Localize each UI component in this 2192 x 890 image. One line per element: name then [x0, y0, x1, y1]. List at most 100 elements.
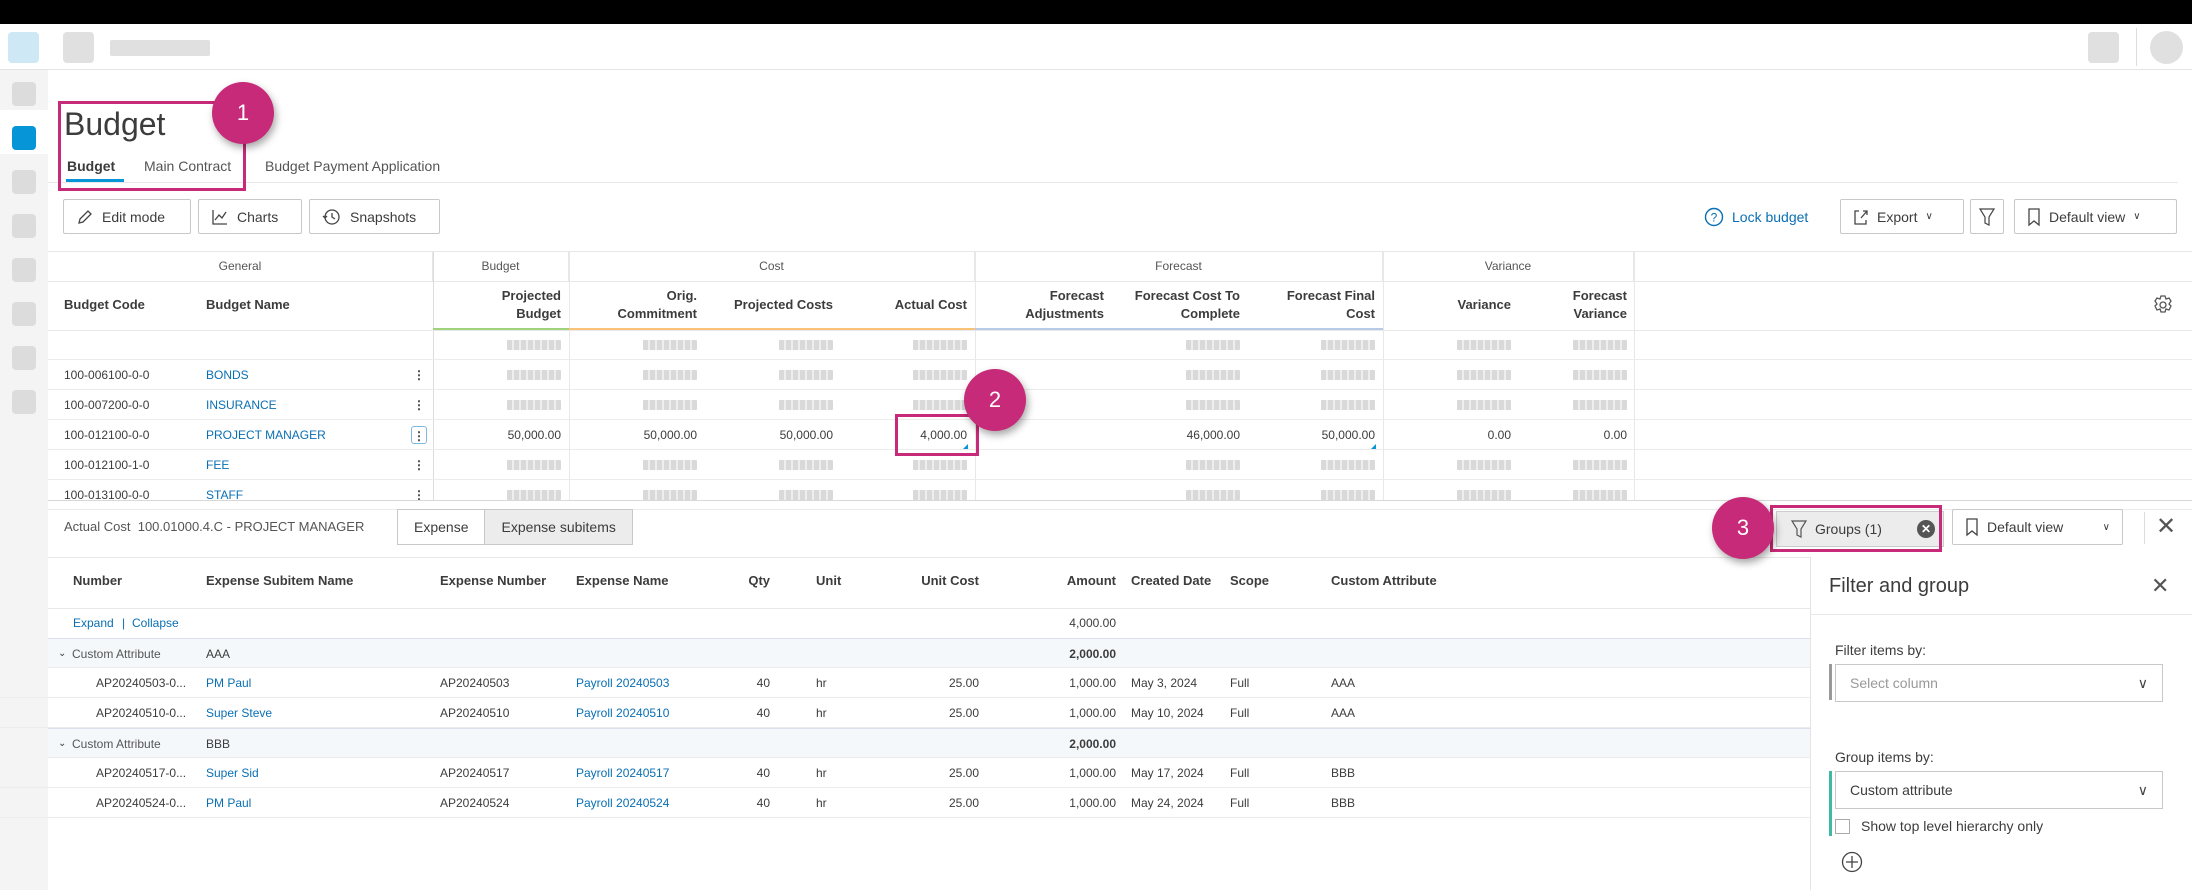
column-header-budget-name[interactable]: Budget Name	[206, 297, 290, 312]
lock-budget-link[interactable]: ? Lock budget	[1704, 207, 1808, 227]
top-level-hierarchy-checkbox[interactable]	[1835, 819, 1850, 834]
budget-name-link[interactable]: INSURANCE	[206, 398, 277, 412]
rail-budget-icon[interactable]	[12, 126, 36, 150]
detail-column-header[interactable]: Number	[73, 573, 123, 588]
budget-name-link[interactable]: PROJECT MANAGER	[206, 428, 326, 442]
cell[interactable]: Payroll 20240510	[576, 706, 670, 720]
project-icon[interactable]	[63, 32, 94, 63]
column-header[interactable]: Forecast Adjustments	[1025, 288, 1104, 321]
column-header[interactable]: Projected Budget	[501, 288, 561, 321]
default-view-button[interactable]: Default view ∨	[2014, 199, 2177, 234]
tab-budget[interactable]: Budget	[67, 158, 116, 174]
chevron-down-icon[interactable]: ⌄	[58, 738, 67, 749]
expense-subitems-table: Number Expense Subitem Name Expense Number…	[0, 573, 1810, 818]
group-row[interactable]: ⌄ Custom Attribute BBB 2,000.00	[48, 728, 1810, 758]
detail-label: Actual Cost	[64, 519, 131, 534]
row-actions-kebab-icon[interactable]: ⋮	[413, 458, 425, 472]
charts-button[interactable]: Charts	[198, 199, 302, 234]
rail-home-icon[interactable]	[12, 82, 36, 106]
cell[interactable]: Payroll 20240503	[576, 676, 670, 690]
cell[interactable]: Super Sid	[206, 766, 259, 780]
cell: AAA	[1331, 676, 1356, 690]
rail-icon[interactable]	[12, 170, 36, 194]
table-row[interactable]	[48, 330, 2192, 360]
row-actions-kebab-icon[interactable]: ⋮	[413, 398, 425, 412]
table-row[interactable]: AP20240524-0... PM Paul AP20240524 Payroll …	[0, 788, 1810, 818]
group-row[interactable]: ⌄ Custom Attribute AAA 2,000.00	[48, 638, 1810, 668]
budget-name-link[interactable]: STAFF	[206, 488, 244, 502]
detail-column-header[interactable]: Expense Name	[576, 573, 669, 588]
column-header[interactable]: Orig. Commitment	[617, 288, 697, 321]
redacted-value	[1186, 400, 1240, 410]
separator: |	[122, 616, 126, 630]
close-panel-icon[interactable]: ✕	[2151, 573, 2170, 598]
table-row[interactable]: AP20240510-0... Super Steve AP20240510 Payr…	[0, 698, 1810, 728]
rail-icon[interactable]	[12, 390, 36, 414]
group-column-select[interactable]: Custom attribute ∨	[1835, 771, 2163, 809]
detail-column-header[interactable]: Expense Number	[440, 573, 547, 588]
toggle-expense[interactable]: Expense	[398, 510, 486, 544]
chevron-down-icon: ∨	[1925, 211, 1933, 222]
rail-icon[interactable]	[12, 214, 36, 238]
snapshots-button[interactable]: Snapshots	[309, 199, 440, 234]
column-header[interactable]: Actual Cost	[894, 297, 967, 312]
detail-column-header[interactable]: Amount	[1066, 573, 1116, 588]
split-divider[interactable]	[48, 500, 2192, 501]
detail-column-header[interactable]: Unit	[816, 573, 842, 588]
column-header[interactable]: Forecast Final Cost	[1286, 288, 1375, 321]
detail-column-header[interactable]: Created Date	[1131, 573, 1212, 588]
detail-column-header[interactable]: Scope	[1230, 573, 1270, 588]
table-row[interactable]: AP20240503-0... PM Paul AP20240503 Payroll …	[0, 668, 1810, 698]
filter-column-select[interactable]: Select column ∨	[1835, 664, 2163, 702]
table-row[interactable]: 100-013100-0-0 STAFF ⋮	[48, 480, 2192, 510]
add-plus-icon[interactable]	[1841, 851, 1863, 873]
column-header-budget-code[interactable]: Budget Code	[64, 297, 145, 312]
tab-main-contract[interactable]: Main Contract	[144, 158, 232, 174]
help-icon[interactable]	[2088, 32, 2119, 63]
detail-column-header[interactable]: Custom Attribute	[1331, 573, 1437, 588]
cell[interactable]: Payroll 20240524	[576, 796, 670, 810]
column-header[interactable]: Forecast Cost To Complete	[1134, 288, 1240, 321]
table-row[interactable]: 100-012100-0-0 PROJECT MANAGER ⋮ 50,000.00 5…	[48, 420, 2192, 450]
cell[interactable]: Payroll 20240517	[576, 766, 670, 780]
app-logo-icon[interactable]	[8, 32, 39, 63]
rail-icon[interactable]	[12, 302, 36, 326]
column-header[interactable]: Variance	[1457, 297, 1512, 312]
export-button[interactable]: Export ∨	[1840, 199, 1964, 234]
tab-budget-payment-application[interactable]: Budget Payment Application	[265, 158, 441, 174]
redacted-value	[779, 400, 833, 410]
detail-column-header[interactable]: Unit Cost	[921, 573, 979, 588]
table-row[interactable]: 100-012100-1-0 FEE ⋮	[48, 450, 2192, 480]
expand-link[interactable]: Expand	[73, 616, 114, 630]
rail-icon[interactable]	[12, 258, 36, 282]
detail-column-header[interactable]: Expense Subitem Name	[206, 573, 354, 588]
cell-value[interactable]: 4,000.00	[920, 428, 967, 442]
collapse-link[interactable]: Collapse	[132, 616, 179, 630]
cell: 40	[756, 706, 770, 720]
groups-button[interactable]: Groups (1) ✕	[1776, 511, 1944, 547]
close-detail-icon[interactable]: ✕	[2156, 513, 2177, 540]
row-actions-kebab-icon[interactable]: ⋮	[413, 488, 425, 502]
cell[interactable]: PM Paul	[206, 676, 252, 690]
table-row[interactable]: 100-007200-0-0 INSURANCE ⋮	[48, 390, 2192, 420]
row-actions-kebab-icon[interactable]: ⋮	[411, 426, 427, 444]
column-header[interactable]: Projected Costs	[734, 297, 833, 312]
user-avatar[interactable]	[2150, 31, 2183, 64]
rail-icon[interactable]	[12, 346, 36, 370]
edit-mode-button[interactable]: Edit mode	[63, 199, 191, 234]
row-actions-kebab-icon[interactable]: ⋮	[413, 368, 425, 382]
detail-default-view-button[interactable]: Default view ∨	[1952, 509, 2123, 545]
toggle-expense-subitems[interactable]: Expense subitems	[485, 510, 632, 544]
budget-name-link[interactable]: FEE	[206, 458, 230, 472]
table-row[interactable]: AP20240517-0... Super Sid AP20240517 Payrol…	[0, 758, 1810, 788]
cell[interactable]: PM Paul	[206, 796, 252, 810]
chevron-down-icon[interactable]: ⌄	[58, 648, 67, 659]
column-header[interactable]: Forecast Variance	[1572, 288, 1627, 321]
clear-groups-icon[interactable]: ✕	[1917, 520, 1935, 538]
detail-column-header[interactable]: Qty	[748, 573, 770, 588]
gear-icon[interactable]	[2152, 294, 2174, 316]
table-row[interactable]: 100-006100-0-0 BONDS ⋮	[48, 360, 2192, 390]
budget-name-link[interactable]: BONDS	[206, 368, 249, 382]
cell[interactable]: Super Steve	[206, 706, 273, 720]
filter-button[interactable]	[1970, 199, 2004, 234]
